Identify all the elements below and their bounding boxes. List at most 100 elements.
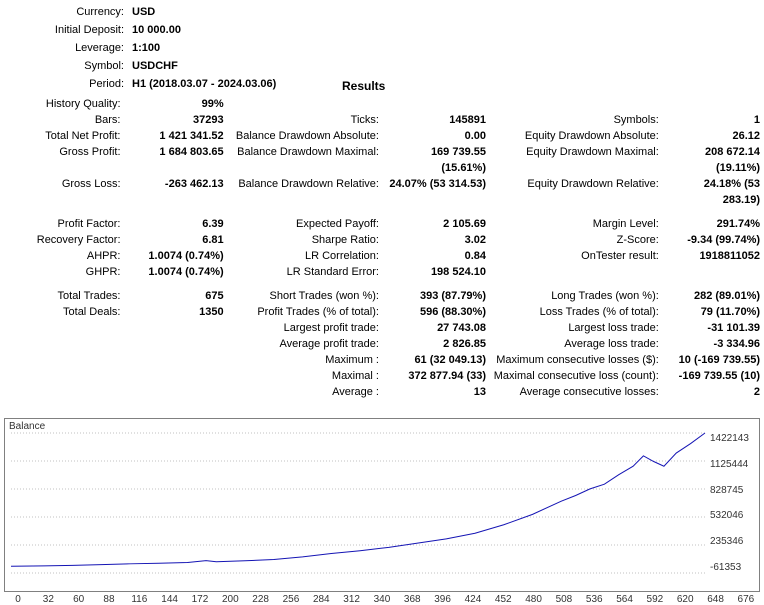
stat-label: Margin Level:: [486, 216, 667, 232]
stat-row: Average profit trade:2 826.85Average los…: [4, 336, 760, 352]
stat-row: Maximum :61 (32 049.13)Maximum consecuti…: [4, 352, 760, 368]
stat-value: [129, 320, 224, 336]
stat-label: Z-Score:: [486, 232, 667, 248]
chart-y-axis: 14221431125444828745532046235346-61353: [710, 419, 756, 591]
leverage-label: Leverage:: [4, 40, 132, 56]
stat-label: [224, 96, 387, 112]
stat-label: LR Standard Error:: [224, 264, 387, 280]
initial-deposit-label: Initial Deposit:: [4, 22, 132, 38]
currency-label: Currency:: [4, 4, 132, 20]
stat-value: 13: [387, 384, 486, 400]
stat-label: Ticks:: [224, 112, 387, 128]
stat-row: Largest profit trade:27 743.08Largest lo…: [4, 320, 760, 336]
stat-value: -31 101.39: [667, 320, 760, 336]
stat-row: Profit Factor:6.39Expected Payoff:2 105.…: [4, 216, 760, 232]
stat-value: 169 739.55 (15.61%): [387, 144, 486, 176]
stat-label: AHPR:: [4, 248, 129, 264]
stat-row: Total Net Profit:1 421 341.52Balance Dra…: [4, 128, 760, 144]
stat-value: [129, 336, 224, 352]
stat-label: Balance Drawdown Maximal:: [224, 144, 387, 176]
stat-value: 1.0074 (0.74%): [129, 248, 224, 264]
chart-ytick: 235346: [710, 536, 756, 547]
stat-label: OnTester result:: [486, 248, 667, 264]
stat-label: Maximal consecutive loss (count):: [486, 368, 667, 384]
stat-row: Total Trades:675Short Trades (won %):393…: [4, 288, 760, 304]
stat-row: AHPR:1.0074 (0.74%)LR Correlation:0.84On…: [4, 248, 760, 264]
stat-value: [387, 96, 486, 112]
stat-row: Maximal :372 877.94 (33)Maximal consecut…: [4, 368, 760, 384]
stat-value: 0.84: [387, 248, 486, 264]
chart-x-axis: 0326088116144172200228256284312340368396…: [4, 592, 760, 605]
stat-value: 1918811052: [667, 248, 760, 264]
stat-value: 282 (89.01%): [667, 288, 760, 304]
leverage-value: 1:100: [132, 40, 202, 56]
stat-label: [4, 352, 129, 368]
stat-label: GHPR:: [4, 264, 129, 280]
stat-row: GHPR:1.0074 (0.74%)LR Standard Error:198…: [4, 264, 760, 280]
chart-ytick: -61353: [710, 562, 756, 573]
stat-value: 198 524.10: [387, 264, 486, 280]
stat-value: 291.74%: [667, 216, 760, 232]
period-value: H1 (2018.03.07 - 2024.03.06): [132, 76, 342, 94]
stat-label: Profit Factor:: [4, 216, 129, 232]
stat-label: [4, 384, 129, 400]
initial-deposit-value: 10 000.00: [132, 22, 202, 38]
stat-row: Gross Profit:1 684 803.65Balance Drawdow…: [4, 144, 760, 176]
stat-label: Long Trades (won %):: [486, 288, 667, 304]
stat-value: 26.12: [667, 128, 760, 144]
stat-value: 393 (87.79%): [387, 288, 486, 304]
stat-value: 1: [667, 112, 760, 128]
stat-value: [667, 264, 760, 280]
stat-label: Equity Drawdown Maximal:: [486, 144, 667, 176]
stat-value: 372 877.94 (33): [387, 368, 486, 384]
chart-title: Balance: [9, 421, 45, 432]
stat-label: Symbols:: [486, 112, 667, 128]
stat-value: -169 739.55 (10): [667, 368, 760, 384]
stat-label: Short Trades (won %):: [224, 288, 387, 304]
stat-label: Gross Profit:: [4, 144, 129, 176]
stat-label: History Quality:: [4, 96, 129, 112]
stat-label: Sharpe Ratio:: [224, 232, 387, 248]
stat-label: [486, 96, 667, 112]
stat-value: 6.81: [129, 232, 224, 248]
stat-label: Average profit trade:: [224, 336, 387, 352]
stat-label: Balance Drawdown Relative:: [224, 176, 387, 208]
stat-label: Gross Loss:: [4, 176, 129, 208]
symbol-label: Symbol:: [4, 58, 132, 74]
stat-value: [667, 96, 760, 112]
stat-value: [129, 384, 224, 400]
stat-value: 596 (88.30%): [387, 304, 486, 320]
stat-row: Average :13Average consecutive losses:2: [4, 384, 760, 400]
stat-label: Recovery Factor:: [4, 232, 129, 248]
chart-ytick: 828745: [710, 485, 756, 496]
stat-label: Largest loss trade:: [486, 320, 667, 336]
stat-label: Total Trades:: [4, 288, 129, 304]
stat-value: 10 (-169 739.55): [667, 352, 760, 368]
stat-label: Loss Trades (% of total):: [486, 304, 667, 320]
stat-label: Average :: [224, 384, 387, 400]
stat-label: Balance Drawdown Absolute:: [224, 128, 387, 144]
stat-label: Average loss trade:: [486, 336, 667, 352]
stat-value: 2: [667, 384, 760, 400]
stat-label: Bars:: [4, 112, 129, 128]
stat-label: Largest profit trade:: [224, 320, 387, 336]
stat-value: 27 743.08: [387, 320, 486, 336]
stat-label: Maximal :: [224, 368, 387, 384]
stat-row: Bars:37293Ticks:145891Symbols:1: [4, 112, 760, 128]
stat-value: 24.18% (53 283.19): [667, 176, 760, 208]
stat-label: Total Net Profit:: [4, 128, 129, 144]
results-title: Results: [342, 76, 385, 94]
stat-value: 1350: [129, 304, 224, 320]
stat-value: 675: [129, 288, 224, 304]
stat-value: [129, 368, 224, 384]
stat-label: Maximum :: [224, 352, 387, 368]
chart-ytick: 1125444: [710, 459, 756, 470]
stat-value: 1.0074 (0.74%): [129, 264, 224, 280]
stat-value: 2 105.69: [387, 216, 486, 232]
stat-value: -9.34 (99.74%): [667, 232, 760, 248]
stat-label: Average consecutive losses:: [486, 384, 667, 400]
stat-value: 1 684 803.65: [129, 144, 224, 176]
stat-label: Expected Payoff:: [224, 216, 387, 232]
stat-label: [4, 320, 129, 336]
stat-value: 99%: [129, 96, 224, 112]
